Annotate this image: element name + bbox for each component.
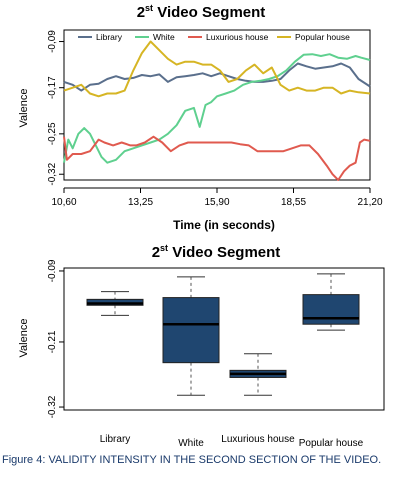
y-tick-label: -0,32: [47, 162, 58, 185]
category-label: Luxurious house: [221, 434, 295, 445]
legend-label: Luxurious house: [206, 32, 269, 42]
y-tick-label: -0,09: [47, 30, 58, 53]
category-label: Library: [100, 434, 131, 445]
line-chart-xlabel: Time (in seconds): [173, 218, 275, 232]
box-chart-frame: [63, 267, 385, 411]
category-label: White: [178, 438, 204, 449]
box-chart-title: 2st Video Segment: [152, 243, 281, 261]
series-line-library: [63, 62, 371, 92]
box-iqr: [162, 297, 220, 364]
box-iqr: [302, 294, 360, 325]
box-white: [162, 276, 220, 396]
line-chart-frame: [63, 29, 371, 181]
y-tick-label: -0,17: [47, 76, 58, 99]
figure-caption: Figure 4: VALIDITY INTENSITY IN THE SECO…: [2, 454, 382, 466]
y-tick-label: -0.32: [47, 395, 58, 418]
box-chart-boxes: Library White Luxurious house Popular house: [86, 273, 364, 449]
box-popular-house: [302, 273, 360, 331]
series-line-white: [63, 53, 371, 164]
box-chart-ylabel: Valence: [18, 319, 30, 358]
line-chart-legend: Library White Luxurious house Popular house: [78, 32, 350, 42]
line-chart-ylabel: Valence: [18, 89, 30, 128]
x-tick-label: 13,25: [128, 197, 153, 208]
line-chart-series: [63, 40, 371, 181]
y-tick-label: -0.21: [47, 330, 58, 353]
x-tick-label: 18,55: [281, 197, 306, 208]
y-tick-label: -0.09: [47, 259, 58, 282]
box-chart: 2st Video Segment Valence -0.09 -0.21 -0.3…: [18, 243, 385, 449]
x-tick-label: 21,20: [357, 197, 382, 208]
legend-label: White: [153, 32, 175, 42]
legend-label: Library: [96, 32, 123, 42]
box-luxurious-house: [229, 353, 287, 396]
line-chart-axes: -0,09 -0,17 -0,25 -0,32 10,60 13,25 15,90 18,55…: [47, 29, 383, 208]
y-tick-label: -0,25: [47, 122, 58, 145]
box-library: [86, 291, 144, 316]
category-label: Popular house: [299, 438, 364, 449]
series-line-luxurious-house: [63, 135, 371, 181]
line-chart: 2st Video Segment Valence Time (in secon…: [18, 3, 383, 232]
line-chart-title: 2st Video Segment: [137, 3, 266, 21]
x-tick-label: 10,60: [51, 197, 76, 208]
x-tick-label: 15,90: [204, 197, 229, 208]
legend-label: Popular house: [295, 32, 350, 42]
box-chart-axes: -0.09 -0.21 -0.32: [47, 259, 385, 418]
series-line-popular-house: [63, 40, 371, 98]
